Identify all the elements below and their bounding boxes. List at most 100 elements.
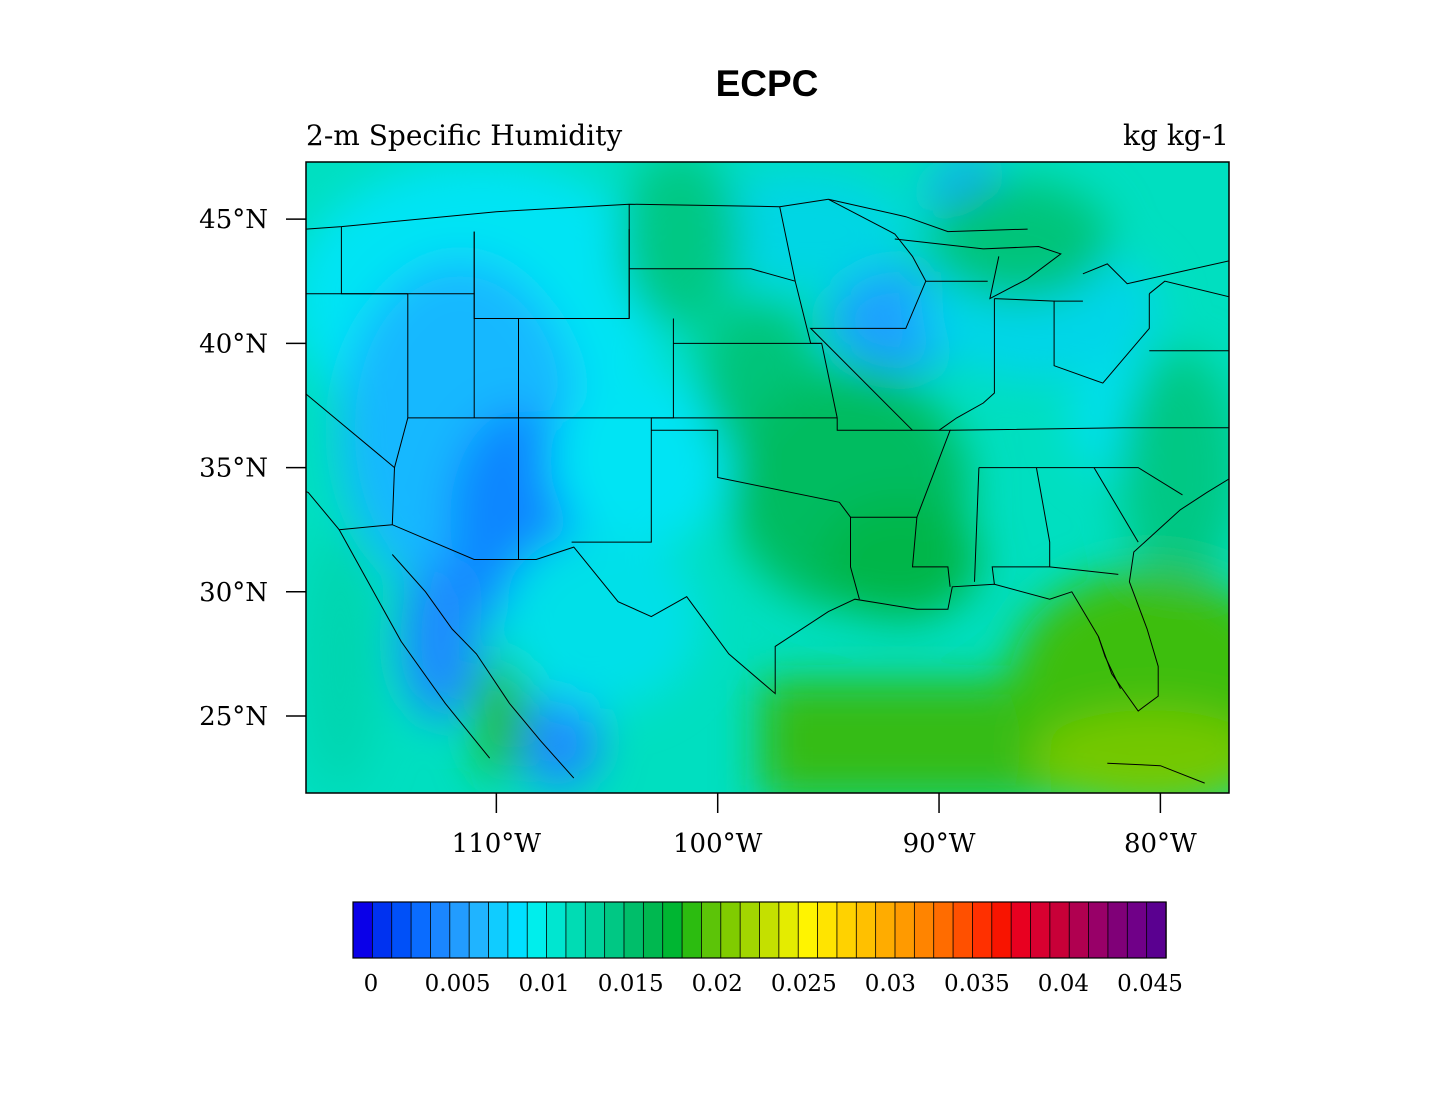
- colorbar-box: [875, 901, 896, 959]
- colorbar-box: [681, 901, 703, 959]
- colorbar-box: [488, 901, 509, 959]
- colorbar-box: [526, 901, 548, 959]
- lat-tick-label: 40°N: [199, 329, 268, 359]
- colorbar-box: [468, 901, 490, 959]
- colorbar-box: [1030, 901, 1051, 959]
- boundary-line: [994, 293, 1150, 384]
- colorbar-box: [391, 901, 412, 959]
- colorbar-box: [662, 901, 683, 959]
- colorbar-box: [410, 901, 432, 959]
- colorbar-labels: 0 0.005 0.01 0.015 0.02 0.025 0.03 0.035 0.04 0.0…: [364, 971, 1183, 997]
- colorbar-box: [913, 901, 935, 959]
- colorbar-box: [778, 901, 799, 959]
- boundary-line: [306, 198, 829, 230]
- lon-tick-label: 80°W: [1124, 829, 1197, 859]
- boundary-line: [1082, 260, 1229, 285]
- colorbar-box: [952, 901, 974, 959]
- colorbar-tick-label: 0: [364, 971, 379, 997]
- lon-tick-label: 90°W: [903, 829, 976, 859]
- boundary-line: [338, 529, 491, 759]
- boundary-line: [894, 238, 1062, 300]
- lon-tick-label: 110°W: [452, 829, 542, 859]
- colorbar-box: [1049, 901, 1070, 959]
- right-string: kg kg-1: [1123, 119, 1229, 152]
- lat-tick-label: 25°N: [199, 702, 268, 732]
- colorbar-frame: [352, 901, 1167, 959]
- colorbar-box: [720, 901, 741, 959]
- boundary-line: [306, 478, 1229, 712]
- latitude-axis: 25°N 30°N 35°N 40°N 45°N: [199, 205, 306, 732]
- colorbar-box: [855, 901, 877, 959]
- colorbar-box: [430, 901, 451, 959]
- colorbar-tick-label: 0.045: [1117, 971, 1183, 997]
- lat-tick-label: 35°N: [199, 454, 268, 484]
- boundary-line: [1326, 177, 1381, 276]
- colorbar-box: [642, 901, 664, 959]
- colorbar-box: [1126, 901, 1148, 959]
- longitude-axis: 110°W 100°W 90°W 80°W: [452, 793, 1197, 859]
- colorbar-box: [739, 901, 761, 959]
- boundary-line: [1149, 350, 1229, 352]
- boundary-line: [1093, 467, 1139, 543]
- colorbar-tick-label: 0.005: [425, 971, 491, 997]
- colorbar-box: [933, 901, 954, 959]
- colorbar-box: [972, 901, 993, 959]
- colorbar-box: [371, 901, 393, 959]
- colorbar-box: [797, 901, 819, 959]
- lon-tick-label: 100°W: [673, 829, 763, 859]
- colorbar-box: [759, 901, 780, 959]
- lat-tick-label: 45°N: [199, 205, 268, 235]
- boundary-line: [938, 298, 995, 431]
- colorbar-tick-label: 0.035: [944, 971, 1010, 997]
- colorbar-box: [991, 901, 1012, 959]
- boundary-line: [391, 293, 409, 525]
- colorbar-tick-label: 0.04: [1038, 971, 1089, 997]
- left-string: 2-m Specific Humidity: [306, 119, 622, 152]
- colorbar-tick-label: 0.02: [692, 971, 743, 997]
- boundary-line: [974, 467, 980, 582]
- boundary-line: [828, 198, 1028, 233]
- colorbar-box: [1088, 901, 1109, 959]
- colorbar-box: [604, 901, 625, 959]
- colorbar-tick-label: 0.015: [598, 971, 664, 997]
- colorbar: [352, 901, 1167, 959]
- colorbar-box: [507, 901, 528, 959]
- colorbar-box: [584, 901, 606, 959]
- boundary-line: [717, 430, 860, 600]
- lat-tick-label: 30°N: [199, 578, 268, 608]
- boundary-line: [1304, 219, 1366, 294]
- boundary-line: [571, 318, 674, 543]
- boundary-line: [1107, 762, 1205, 784]
- boundary-line: [1097, 636, 1121, 689]
- boundary-line: [629, 268, 796, 282]
- state-boundaries: [306, 177, 1381, 784]
- colorbar-box: [1107, 901, 1128, 959]
- colorbar-tick-label: 0.03: [865, 971, 916, 997]
- colorbar-box: [817, 901, 838, 959]
- colorbar-box: [1146, 901, 1167, 959]
- colorbar-box: [565, 901, 586, 959]
- colorbar-box: [836, 901, 857, 959]
- colorbar-tick-label: 0.025: [771, 971, 837, 997]
- colorbar-tick-label: 0.01: [518, 971, 569, 997]
- colorbar-box: [1010, 901, 1032, 959]
- boundary-line: [306, 393, 395, 468]
- boundary-line: [950, 427, 1229, 431]
- colorbar-box: [894, 901, 916, 959]
- colorbar-box: [623, 901, 645, 959]
- boundary-line: [1049, 566, 1119, 575]
- colorbar-box: [546, 901, 567, 959]
- map-frame: [305, 161, 1230, 794]
- boundary-line: [779, 206, 951, 587]
- humidity-field: [306, 162, 1229, 793]
- boundary-line: [1148, 280, 1229, 298]
- boundary-line: [391, 554, 575, 779]
- colorbar-box: [1068, 901, 1090, 959]
- colorbar-box: [449, 901, 470, 959]
- field-shading: [306, 162, 1229, 793]
- figure-title: ECPC: [716, 63, 819, 104]
- colorbar-box: [352, 901, 374, 959]
- colorbar-box: [701, 901, 722, 959]
- boundary-line: [1304, 294, 1342, 319]
